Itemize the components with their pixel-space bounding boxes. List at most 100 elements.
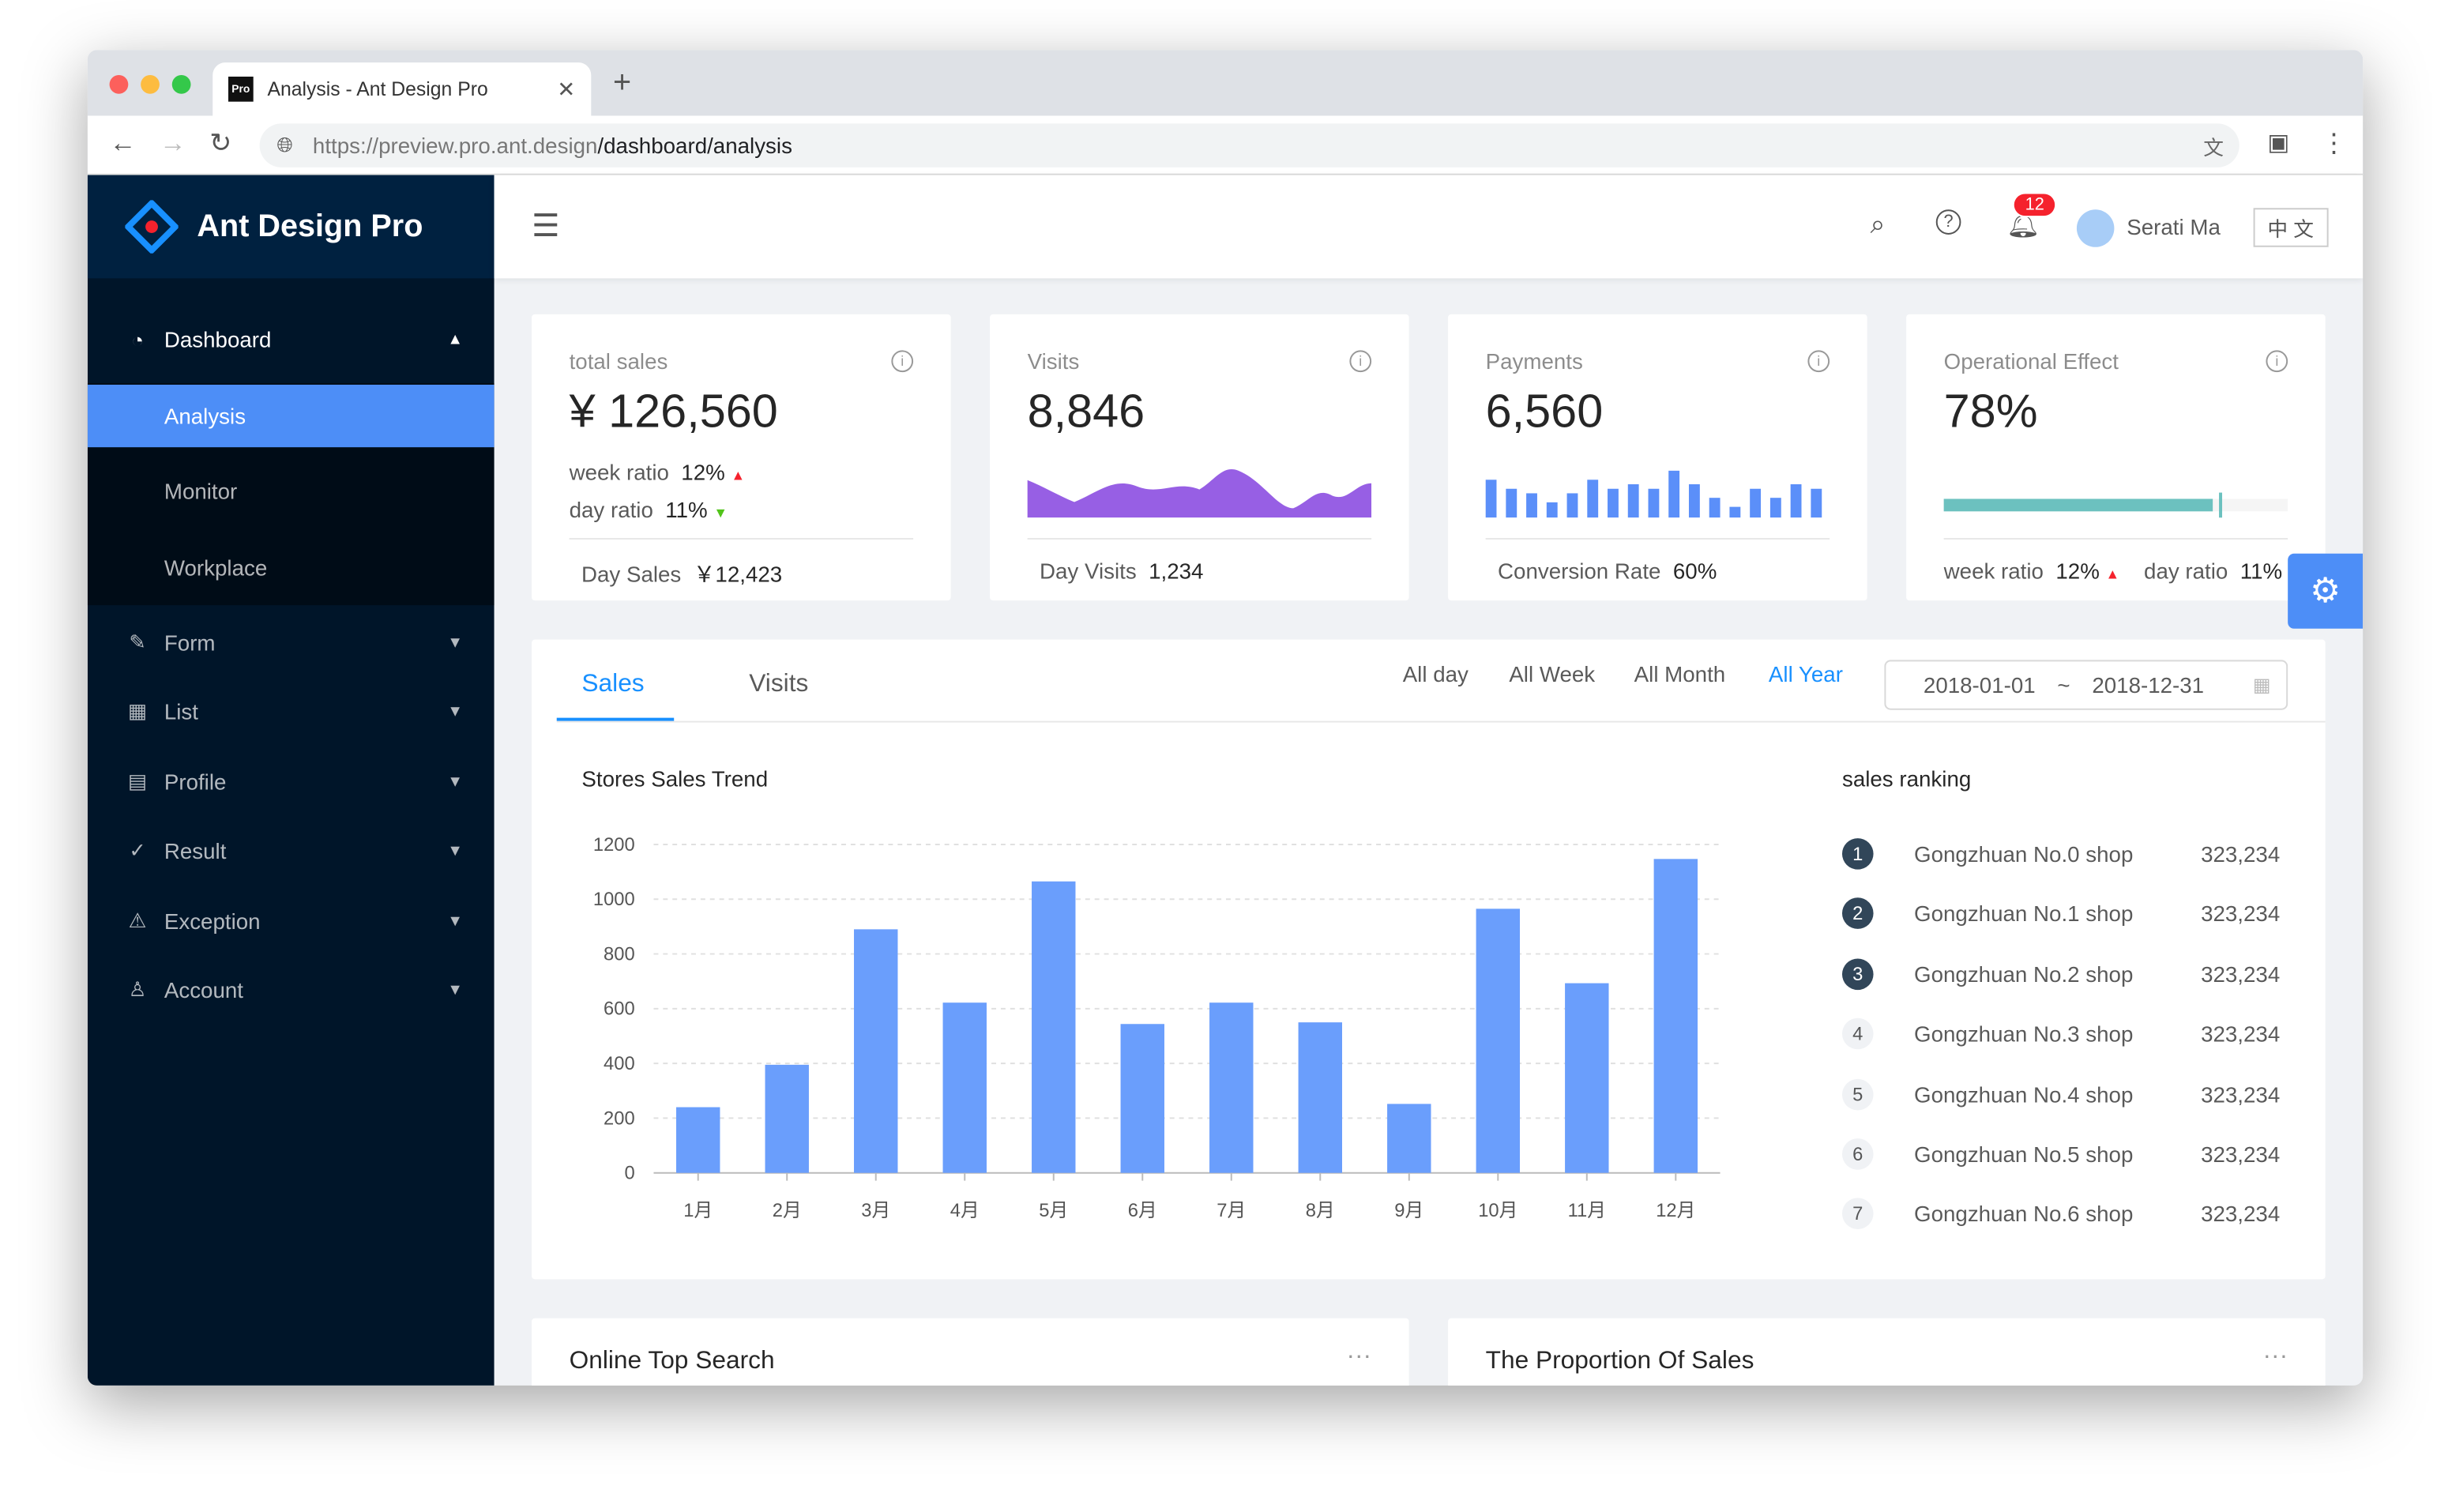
x-tick-label: 9月 bbox=[1394, 1200, 1423, 1221]
sidebar-item-account[interactable]: ♙ Account ▼ bbox=[88, 958, 495, 1021]
logo[interactable]: Ant Design Pro bbox=[87, 175, 495, 279]
tab-visits[interactable]: Visits bbox=[749, 671, 809, 698]
user-name[interactable]: Serati Ma bbox=[2127, 214, 2221, 239]
ranking-item: 4 Gongzhuan No.3 shop 323,234 bbox=[1841, 1018, 2280, 1050]
bar bbox=[1209, 1002, 1254, 1173]
date-separator: ~ bbox=[2057, 672, 2070, 698]
card-title: Visits bbox=[1027, 348, 1080, 374]
settings-drawer-button[interactable]: ⚙︎ bbox=[2288, 553, 2364, 629]
profile-icon: ▤ bbox=[128, 769, 148, 793]
form-icon: ✎ bbox=[129, 630, 146, 654]
bar bbox=[1120, 1024, 1164, 1173]
mini-bar bbox=[1566, 493, 1578, 518]
start-date: 2018-01-01 bbox=[1923, 672, 2036, 698]
info-icon[interactable]: i bbox=[1807, 350, 1830, 373]
info-icon[interactable]: i bbox=[891, 350, 914, 373]
chevron-down-icon: ▼ bbox=[447, 634, 463, 652]
rank-badge: 7 bbox=[1841, 1198, 1874, 1230]
sidebar-item-result[interactable]: ✓ Result ▼ bbox=[88, 819, 495, 882]
table-icon: ▦ bbox=[128, 698, 148, 723]
more-icon[interactable]: ··· bbox=[1346, 1343, 1372, 1371]
avatar[interactable] bbox=[2076, 209, 2115, 247]
browser-tab[interactable]: Pro Analysis - Ant Design Pro ✕ bbox=[212, 62, 592, 116]
date-range-picker[interactable]: 2018-01-01 ~2018-12-31 ▦ bbox=[1884, 660, 2288, 710]
url-host: https://preview.pro.ant.design bbox=[312, 133, 598, 158]
url-input[interactable]: 🌐︎ https://preview.pro.ant.design/dashbo… bbox=[259, 123, 2240, 167]
help-icon[interactable]: ? bbox=[1935, 209, 1961, 235]
mini-bar bbox=[1750, 488, 1762, 518]
card-footer: Conversion Rate 60% bbox=[1485, 537, 1830, 584]
sidebar-item-list[interactable]: ▦ List ▼ bbox=[88, 680, 495, 743]
range-all-month[interactable]: All Month bbox=[1634, 661, 1726, 687]
shop-value: 323,234 bbox=[2201, 1202, 2281, 1227]
sidebar-item-monitor[interactable]: Monitor bbox=[88, 460, 495, 522]
menu-label: Profile bbox=[164, 769, 227, 795]
range-all-year[interactable]: All Year bbox=[1768, 661, 1843, 687]
y-tick-label: 1200 bbox=[593, 834, 635, 856]
warning-icon: ⚠︎ bbox=[128, 908, 147, 932]
translate-icon[interactable]: 文 bbox=[2203, 135, 2224, 159]
info-icon[interactable]: i bbox=[1349, 350, 1372, 373]
online-top-search-card: Online Top Search ··· bbox=[532, 1318, 1409, 1386]
tab-bar: Pro Analysis - Ant Design Pro ✕ + bbox=[87, 50, 2364, 116]
new-tab-button[interactable]: + bbox=[613, 66, 632, 100]
sidebar-item-workplace[interactable]: Workplace bbox=[88, 536, 495, 599]
reload-icon[interactable]: ↻ bbox=[209, 128, 232, 158]
maximize-window-button[interactable] bbox=[171, 75, 191, 94]
close-tab-icon[interactable]: ✕ bbox=[557, 76, 576, 101]
favicon-icon: Pro bbox=[228, 77, 254, 102]
browser-menu-icon[interactable]: ⋮ bbox=[2320, 128, 2348, 158]
ranking-title: sales ranking bbox=[1841, 766, 1972, 792]
sales-card: Sales Visits All day All Week All Month … bbox=[532, 639, 2326, 1280]
footer-value: 1,234 bbox=[1149, 558, 1204, 584]
footer-label: Day Sales bbox=[581, 561, 682, 587]
card-footer: Day Visits 1,234 bbox=[1027, 537, 1372, 584]
menu-fold-icon[interactable]: ☰ bbox=[532, 209, 560, 244]
week-value: 12% bbox=[681, 460, 725, 485]
sidebar-item-dashboard[interactable]: ◔ Dashboard ▲ bbox=[88, 308, 495, 370]
x-tick-label: 12月 bbox=[1656, 1200, 1695, 1221]
range-all-day[interactable]: All day bbox=[1402, 661, 1469, 687]
footer-label: Conversion Rate bbox=[1498, 558, 1661, 584]
extension-icon[interactable]: ▣ bbox=[2267, 130, 2290, 156]
search-icon[interactable]: ⌕ bbox=[1870, 209, 1886, 239]
forward-icon[interactable]: → bbox=[159, 128, 186, 158]
tab-sales[interactable]: Sales bbox=[581, 671, 645, 698]
mini-bar bbox=[1506, 488, 1517, 518]
more-icon[interactable]: ··· bbox=[2262, 1343, 2288, 1371]
site-info-icon[interactable]: 🌐︎ bbox=[276, 133, 293, 156]
mini-bar bbox=[1729, 506, 1741, 518]
card-value: 6,560 bbox=[1485, 386, 1604, 438]
info-icon[interactable]: i bbox=[2266, 350, 2288, 373]
browser-window: Pro Analysis - Ant Design Pro ✕ + ← → ↻ … bbox=[87, 50, 2364, 1386]
sidebar: Ant Design Pro ◔ Dashboard ▲ Analysis Moni… bbox=[87, 175, 495, 1386]
rank-badge: 2 bbox=[1841, 898, 1874, 930]
language-switch[interactable]: 中 文 bbox=[2253, 208, 2328, 247]
chart-title: Stores Sales Trend bbox=[581, 766, 769, 792]
shop-name: Gongzhuan No.4 shop bbox=[1914, 1081, 2134, 1107]
bar bbox=[1387, 1104, 1431, 1173]
rank-badge: 5 bbox=[1841, 1078, 1874, 1110]
minimize-window-button[interactable] bbox=[141, 75, 160, 94]
footer-value: 60% bbox=[1672, 558, 1717, 584]
sidebar-item-exception[interactable]: ⚠︎ Exception ▼ bbox=[88, 890, 495, 952]
sidebar-item-form[interactable]: ✎ Form ▼ bbox=[88, 611, 495, 674]
ranking-item: 1 Gongzhuan No.0 shop 323,234 bbox=[1841, 838, 2281, 870]
range-all-week[interactable]: All Week bbox=[1509, 661, 1596, 687]
menu-label: Workplace bbox=[164, 555, 268, 581]
bar bbox=[942, 1002, 987, 1173]
sidebar-item-analysis[interactable]: Analysis bbox=[87, 384, 495, 448]
address-bar: ← → ↻ 🌐︎ https://preview.pro.ant.design /… bbox=[87, 115, 2364, 175]
total-sales-card: total sales i ¥ 126,560 week ratio 12% ▲ … bbox=[532, 314, 951, 601]
close-window-button[interactable] bbox=[109, 75, 129, 94]
sidebar-item-profile[interactable]: ▤ Profile ▼ bbox=[88, 750, 495, 813]
chevron-up-icon: ▲ bbox=[447, 330, 463, 348]
shop-value: 323,234 bbox=[2201, 841, 2281, 867]
card-title: Payments bbox=[1485, 348, 1583, 374]
user-icon: ♙ bbox=[128, 977, 147, 1001]
back-icon[interactable]: ← bbox=[109, 128, 137, 158]
check-circle-icon: ✓ bbox=[129, 838, 146, 862]
card-value: ¥ 126,560 bbox=[569, 386, 778, 438]
ranking-item: 6 Gongzhuan No.5 shop 323,234 bbox=[1841, 1138, 2280, 1170]
week-label: week ratio bbox=[1943, 558, 2044, 584]
